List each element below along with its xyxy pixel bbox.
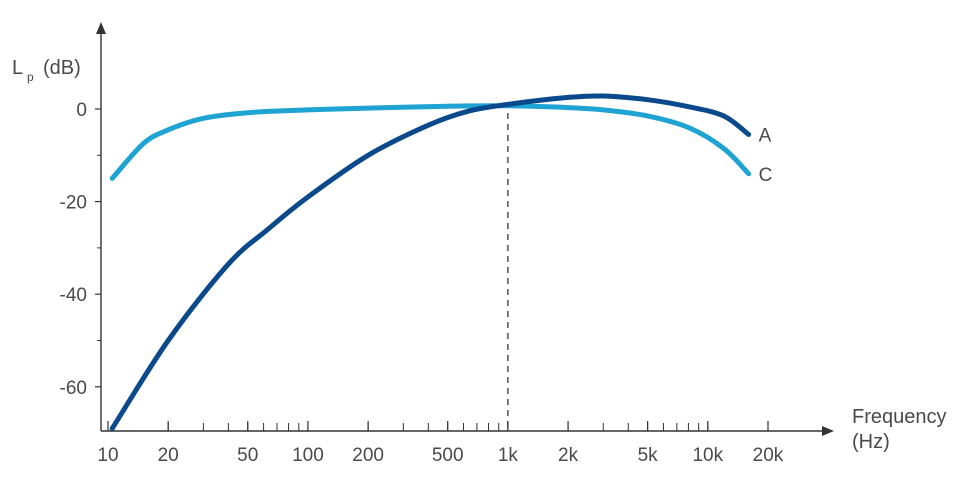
y-axis-title: L p (dB) xyxy=(12,57,81,84)
x-axis-title-line1: Frequency xyxy=(852,406,947,428)
y-tick-label: 0 xyxy=(76,100,87,121)
y-axis-title-main: L xyxy=(12,57,23,79)
y-tick-label: -60 xyxy=(60,378,87,399)
series-line-a xyxy=(109,93,752,431)
x-tick-label: 20 xyxy=(158,445,179,466)
y-tick-label: -20 xyxy=(60,193,87,214)
y-axis-title-subscript: p xyxy=(27,70,34,84)
axes xyxy=(96,22,834,436)
x-tick-label: 10k xyxy=(692,445,723,466)
x-tick-label: 200 xyxy=(352,445,384,466)
x-tick-label: 100 xyxy=(292,445,324,466)
series-label-c: C xyxy=(759,165,773,186)
x-axis-title: Frequency (Hz) xyxy=(852,406,947,453)
x-tick-label: 1k xyxy=(498,445,519,466)
x-tick-label: 500 xyxy=(432,445,464,466)
x-tick-label: 50 xyxy=(237,445,258,466)
series-line-c xyxy=(109,103,752,181)
series-label-a: A xyxy=(759,125,772,146)
y-axis-arrow xyxy=(96,22,106,34)
y-tick-label: -40 xyxy=(60,285,87,306)
x-tick-label: 5k xyxy=(638,445,659,466)
y-axis-title-unit: (dB) xyxy=(43,57,81,79)
x-tick-label: 20k xyxy=(753,445,784,466)
x-tick-label: 2k xyxy=(558,445,579,466)
x-tick-label: 10 xyxy=(97,445,118,466)
x-axis-arrow xyxy=(822,426,834,436)
x-axis-title-line2: (Hz) xyxy=(852,431,890,453)
